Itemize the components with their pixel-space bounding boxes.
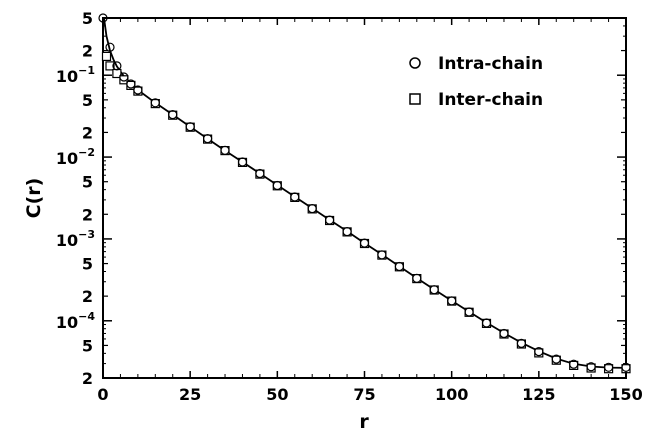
inter-chain-point bbox=[101, 51, 112, 62]
intra-chain-point bbox=[499, 328, 509, 339]
intra-chain-point bbox=[534, 347, 544, 357]
tick-labels-layer: 0 25 50 75 100 125 15010−110−210−310−452525252… bbox=[56, 9, 643, 404]
intra-chain-point bbox=[307, 204, 317, 214]
markers-layer bbox=[98, 13, 631, 374]
x-tick-label: 150 bbox=[609, 385, 642, 404]
intra-chain-point bbox=[429, 285, 439, 295]
intra-chain-point bbox=[516, 338, 527, 348]
legend: Intra-chain Inter-chain bbox=[409, 54, 543, 110]
x-axis-title: r bbox=[359, 411, 369, 432]
intra-chain-point bbox=[220, 145, 230, 155]
inter-chain-point bbox=[105, 61, 115, 71]
ticks-layer bbox=[102, 17, 627, 379]
intra-chain-point bbox=[133, 85, 143, 95]
y-minor-tick-label: 5 bbox=[82, 91, 93, 110]
intra-chain-point bbox=[272, 180, 282, 191]
y-axis-title: C(r) bbox=[23, 178, 45, 219]
intra-chain-point bbox=[603, 362, 614, 372]
intra-chain-point bbox=[551, 354, 561, 364]
intra-chain-point bbox=[119, 72, 129, 82]
y-tick-label: 10−3 bbox=[56, 228, 95, 250]
x-tick-label: 75 bbox=[353, 385, 375, 404]
intra-chain-point bbox=[412, 273, 422, 283]
intra-chain-point bbox=[112, 61, 122, 71]
inter-chain-point bbox=[119, 75, 129, 85]
x-tick-label: 125 bbox=[522, 385, 555, 404]
y-tick-label: 10−1 bbox=[56, 64, 95, 86]
legend-label-inter-chain: Inter-chain bbox=[438, 90, 543, 110]
intra-chain-point bbox=[290, 192, 300, 202]
y-minor-tick-label: 5 bbox=[82, 173, 93, 192]
intra-chain-point bbox=[447, 296, 457, 306]
intra-chain-point bbox=[359, 238, 370, 248]
intra-chain-point bbox=[126, 79, 136, 89]
intra-chain-point bbox=[105, 42, 115, 52]
intra-chain-point bbox=[150, 98, 160, 108]
y-minor-tick-label: 5 bbox=[82, 9, 93, 28]
intra-chain-point bbox=[237, 157, 248, 167]
y-minor-tick-label: 5 bbox=[82, 255, 93, 274]
x-tick-label: 25 bbox=[179, 385, 201, 404]
intra-chain-point bbox=[342, 227, 352, 237]
y-minor-tick-label: 5 bbox=[82, 336, 93, 355]
legend-label-intra-chain: Intra-chain bbox=[438, 54, 543, 74]
intra-chain-point bbox=[586, 362, 596, 372]
intra-chain-point bbox=[185, 122, 195, 132]
fit-curve-layer bbox=[103, 17, 627, 369]
y-tick-label: 10−2 bbox=[56, 146, 95, 168]
y-minor-tick-label: 2 bbox=[82, 123, 93, 142]
legend-marker-inter-chain bbox=[409, 93, 421, 105]
intra-chain-point bbox=[377, 250, 387, 260]
intra-chain-point bbox=[569, 359, 579, 369]
x-tick-label: 50 bbox=[266, 385, 288, 404]
intra-chain-point bbox=[481, 318, 492, 328]
y-minor-tick-label: 2 bbox=[82, 369, 93, 388]
y-minor-tick-label: 2 bbox=[82, 42, 93, 61]
x-tick-label: 100 bbox=[435, 385, 468, 404]
y-tick-label: 10−4 bbox=[56, 310, 95, 332]
intra-chain-point bbox=[464, 307, 474, 317]
y-minor-tick-label: 2 bbox=[82, 287, 93, 306]
intra-chain-point bbox=[325, 215, 335, 225]
fit-curve bbox=[103, 17, 627, 369]
x-tick-label: 0 bbox=[97, 385, 108, 404]
legend-marker-intra-chain bbox=[409, 57, 421, 69]
intra-chain-point bbox=[168, 109, 178, 120]
intra-chain-point bbox=[203, 134, 213, 144]
intra-chain-point bbox=[394, 261, 404, 272]
plot-area bbox=[102, 17, 627, 379]
y-minor-tick-label: 2 bbox=[82, 205, 93, 224]
intra-chain-point bbox=[255, 168, 265, 179]
